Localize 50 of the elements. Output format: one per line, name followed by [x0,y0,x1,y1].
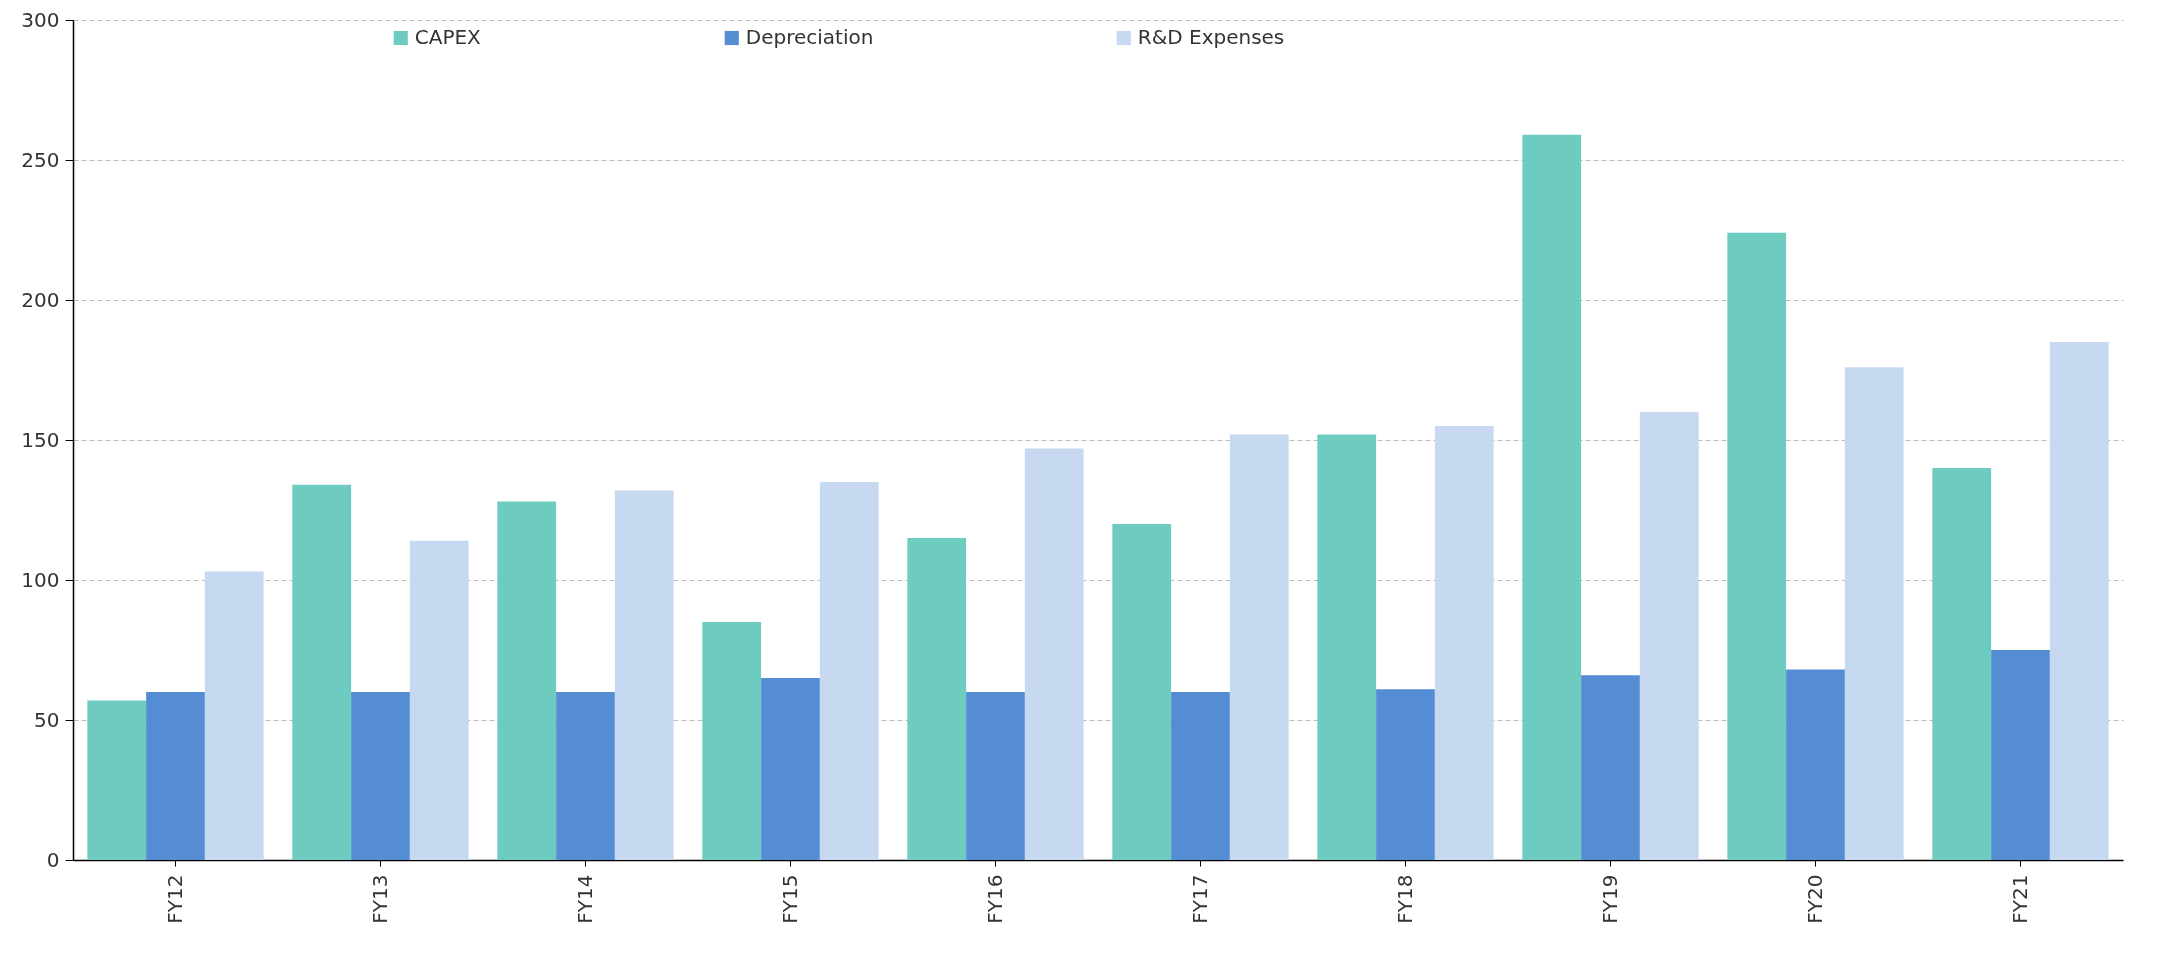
bar [556,692,615,860]
bar [1932,468,1992,860]
bar [966,692,1025,860]
y-tick-label: 200 [21,287,60,312]
bar [1434,426,1494,860]
y-tick-label: 250 [21,147,60,172]
bar [1786,669,1845,860]
bar [497,501,557,860]
bar [1727,232,1787,860]
bar [1171,692,1230,860]
bar [702,622,762,860]
x-tick-label: FY12 [162,874,187,924]
y-tick-label: 50 [34,707,60,732]
y-tick-label: 0 [46,847,60,872]
x-tick-label: FY16 [982,874,1007,924]
y-tick-label: 100 [21,567,60,592]
x-tick-label: FY20 [1802,874,1827,924]
bar [1112,524,1172,860]
bar [1522,134,1582,860]
bar [204,571,264,860]
bar [907,538,967,860]
x-tick-label: FY15 [777,874,802,924]
bar [292,484,352,860]
bar [1581,675,1640,860]
bar [1844,367,1904,860]
legend-label: R&D Expenses [1137,25,1285,49]
x-tick-label: FY21 [2007,874,2032,924]
legend-label: Depreciation [745,25,874,49]
bar [2049,342,2109,860]
bar [1024,448,1084,860]
x-tick-label: FY13 [367,874,392,924]
bar [761,678,820,860]
bar [351,692,410,860]
bar [1376,689,1435,860]
x-tick-label: FY17 [1187,874,1212,924]
bar [409,540,469,860]
bar [1639,412,1699,860]
bar [1317,434,1377,860]
bar [614,490,674,860]
bar [819,482,879,860]
bar [1229,434,1289,860]
x-tick-label: FY19 [1597,874,1622,924]
y-tick-label: 300 [21,7,60,32]
bar [146,692,205,860]
x-tick-label: FY14 [572,874,597,924]
legend-label: CAPEX [414,25,482,49]
bar [87,700,147,860]
x-tick-label: FY18 [1392,874,1417,924]
y-tick-label: 150 [21,427,60,452]
bar [1991,650,2050,860]
